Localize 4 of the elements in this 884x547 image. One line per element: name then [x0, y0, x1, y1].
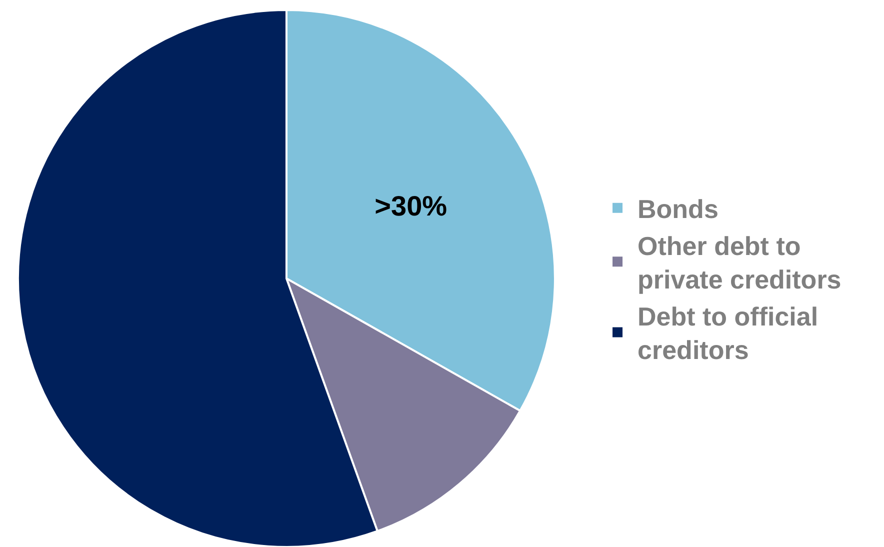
- legend-label: Other debt to private creditors: [638, 230, 842, 295]
- legend-label: Bonds: [638, 194, 718, 224]
- data-label: >30%: [374, 190, 448, 222]
- legend-label: Debt to official creditors: [638, 301, 818, 366]
